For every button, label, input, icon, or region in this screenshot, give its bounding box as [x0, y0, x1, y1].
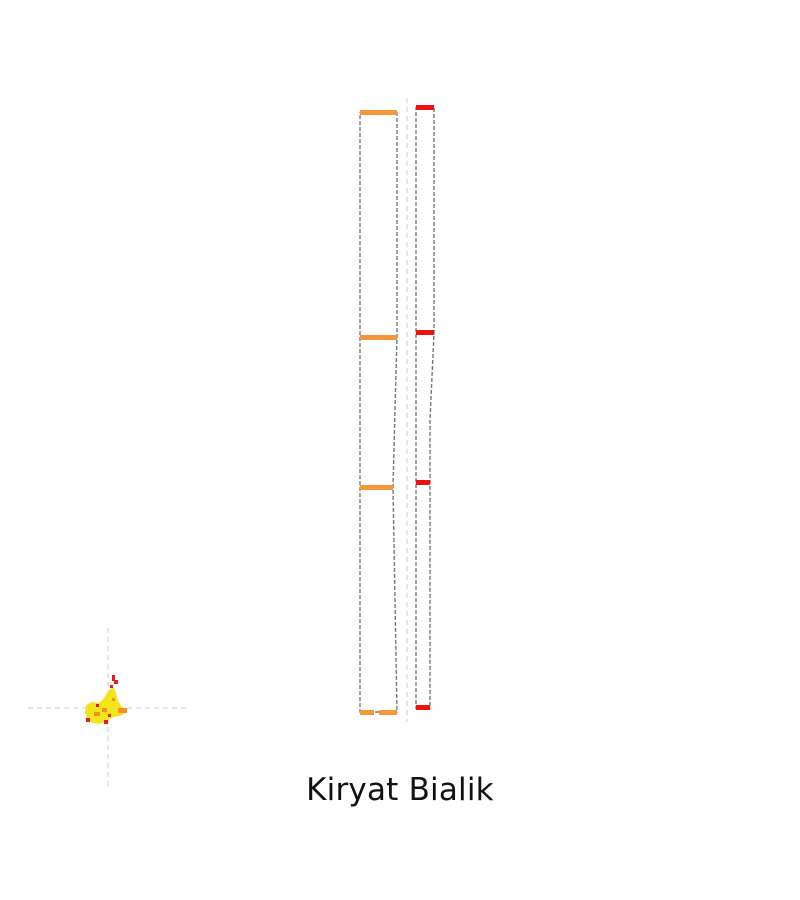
right-strip-outline: [415, 107, 435, 709]
orange-tick-3: [360, 485, 393, 490]
red-ticks: [416, 105, 434, 710]
left-strip-outline: [359, 112, 398, 713]
red-tick-3: [416, 480, 430, 485]
locator-inset: [28, 628, 188, 788]
orange-tick-4b: [379, 710, 397, 715]
orange-tick-4a: [360, 710, 374, 715]
red-tick-4: [416, 705, 430, 710]
map-title: Kiryat Bialik: [306, 772, 494, 808]
orange-ticks: [360, 110, 397, 715]
orange-tick-2: [360, 335, 397, 340]
mini-map-shape-icon: [85, 675, 127, 724]
orange-tick-1: [360, 110, 397, 115]
red-tick-1: [416, 105, 434, 110]
red-tick-2: [416, 330, 434, 335]
